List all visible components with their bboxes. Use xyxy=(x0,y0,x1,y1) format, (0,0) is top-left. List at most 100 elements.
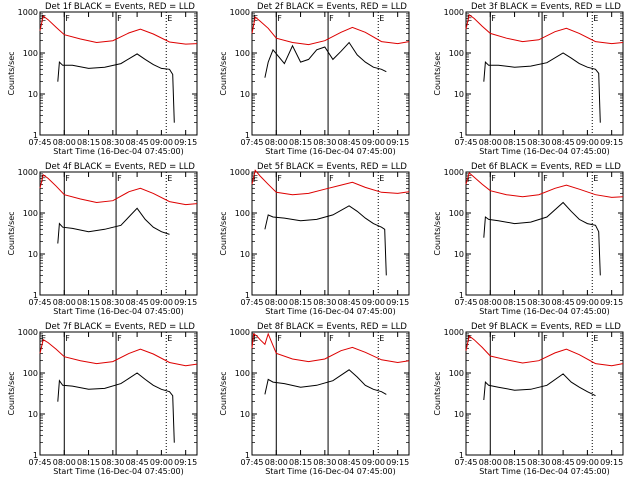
x-tick-label: 08:00 xyxy=(265,138,288,147)
x-tick-label: 09:00 xyxy=(576,298,599,307)
y-tick-label: 1 xyxy=(245,451,250,460)
x-tick-label: 08:15 xyxy=(77,138,100,147)
x-tick-label: 08:15 xyxy=(503,458,526,467)
x-tick-label: 08:00 xyxy=(53,458,76,467)
lld-series-line xyxy=(465,14,624,45)
y-tick-label: 10 xyxy=(240,410,250,419)
events-series-line xyxy=(57,207,170,244)
lld-series-line xyxy=(251,332,410,364)
x-tick-label: 09:15 xyxy=(600,298,623,307)
y-tick-label: 1 xyxy=(33,131,38,140)
marker-label: E xyxy=(467,174,472,183)
marker-label: F xyxy=(543,334,548,343)
plot-frame xyxy=(251,331,410,456)
chart-title: Det 6f BLACK = Events, RED = LLD xyxy=(471,162,621,172)
y-tick-label: 1 xyxy=(459,131,464,140)
chart-title: Det 1f BLACK = Events, RED = LLD xyxy=(45,2,195,12)
y-tick-label: 1000 xyxy=(18,8,38,17)
y-tick-label: 1000 xyxy=(230,168,250,177)
marker-label: F xyxy=(329,174,334,183)
events-series-line xyxy=(264,369,387,395)
x-axis-label: Start Time (16-Dec-04 07:45:00) xyxy=(53,467,184,476)
y-tick-label: 100 xyxy=(23,209,38,218)
x-tick-label: 07:45 xyxy=(454,458,477,467)
chart-title: Det 3f BLACK = Events, RED = LLD xyxy=(471,2,621,12)
y-axis-label: Counts/sec xyxy=(7,51,16,95)
marker-label: E xyxy=(593,174,598,183)
x-tick-label: 07:45 xyxy=(28,138,51,147)
lld-series-line xyxy=(465,335,624,367)
marker-label: F xyxy=(491,14,496,23)
events-series-line xyxy=(57,53,175,123)
y-tick-label: 100 xyxy=(23,49,38,58)
y-tick-label: 100 xyxy=(235,49,250,58)
x-tick-label: 08:30 xyxy=(527,458,550,467)
chart-det-4: Det 4f BLACK = Events, RED = LLD 1 10 100 10… xyxy=(7,162,198,316)
plot-frame xyxy=(251,171,410,296)
plot-frame xyxy=(465,331,624,456)
marker-label: F xyxy=(329,14,334,23)
y-tick-label: 1000 xyxy=(444,328,464,337)
x-tick-label: 08:30 xyxy=(313,138,336,147)
x-tick-label: 08:45 xyxy=(338,458,361,467)
x-tick-label: 07:45 xyxy=(454,138,477,147)
x-tick-label: 08:30 xyxy=(101,298,124,307)
x-tick-label: 08:45 xyxy=(552,458,575,467)
y-tick-label: 100 xyxy=(449,209,464,218)
marker-label: F xyxy=(65,14,70,23)
y-tick-label: 1 xyxy=(245,291,250,300)
marker-label: E xyxy=(593,14,598,23)
marker-label: E xyxy=(379,174,384,183)
x-tick-label: 08:15 xyxy=(503,298,526,307)
marker-label: E xyxy=(379,14,384,23)
chart-det-2: Det 2f BLACK = Events, RED = LLD 1 10 100 10… xyxy=(219,2,410,156)
x-tick-label: 09:00 xyxy=(362,138,385,147)
x-tick-label: 08:30 xyxy=(313,298,336,307)
marker-label: E xyxy=(167,14,172,23)
marker-label: F xyxy=(65,174,70,183)
y-tick-label: 1 xyxy=(245,131,250,140)
chart-det-5: Det 5f BLACK = Events, RED = LLD 1 10 100 10… xyxy=(219,162,410,316)
marker-label: F xyxy=(277,14,282,23)
y-tick-label: 1 xyxy=(459,291,464,300)
x-tick-label: 08:45 xyxy=(126,298,149,307)
events-series-line xyxy=(483,201,601,276)
x-tick-label: 08:00 xyxy=(53,298,76,307)
x-tick-label: 08:15 xyxy=(77,298,100,307)
x-tick-label: 08:30 xyxy=(313,458,336,467)
y-tick-label: 1 xyxy=(459,451,464,460)
marker-label: F xyxy=(543,174,548,183)
marker-label: E xyxy=(253,174,258,183)
x-tick-label: 08:15 xyxy=(289,458,312,467)
marker-label: F xyxy=(277,334,282,343)
marker-label: E xyxy=(41,174,46,183)
marker-label: F xyxy=(277,174,282,183)
marker-label: E xyxy=(253,14,258,23)
chart-title: Det 2f BLACK = Events, RED = LLD xyxy=(257,2,407,12)
x-tick-label: 08:45 xyxy=(338,298,361,307)
chart-det-9: Det 9f BLACK = Events, RED = LLD 1 10 100 10… xyxy=(433,322,624,476)
y-tick-label: 10 xyxy=(28,250,38,259)
x-tick-label: 08:30 xyxy=(101,138,124,147)
x-axis-label: Start Time (16-Dec-04 07:45:00) xyxy=(479,307,610,316)
x-tick-label: 08:00 xyxy=(265,298,288,307)
marker-label: F xyxy=(117,174,122,183)
x-tick-label: 08:15 xyxy=(289,138,312,147)
x-tick-label: 09:15 xyxy=(600,458,623,467)
x-tick-label: 09:15 xyxy=(174,298,197,307)
x-axis-label: Start Time (16-Dec-04 07:45:00) xyxy=(479,467,610,476)
marker-label: E xyxy=(41,334,46,343)
y-tick-label: 1000 xyxy=(18,328,38,337)
chart-det-3: Det 3f BLACK = Events, RED = LLD 1 10 100 10… xyxy=(433,2,624,156)
y-tick-label: 10 xyxy=(28,90,38,99)
y-tick-label: 10 xyxy=(240,90,250,99)
marker-label: E xyxy=(41,14,46,23)
marker-label: F xyxy=(491,174,496,183)
lld-series-line xyxy=(39,15,198,45)
x-tick-label: 09:00 xyxy=(362,298,385,307)
x-tick-label: 09:15 xyxy=(600,138,623,147)
plot-frame xyxy=(465,11,624,136)
events-series-line xyxy=(483,52,601,123)
x-tick-label: 09:00 xyxy=(150,458,173,467)
